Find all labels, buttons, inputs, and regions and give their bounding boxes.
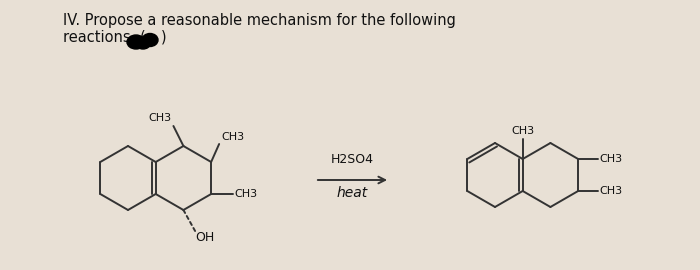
Text: ): ): [161, 30, 167, 45]
Text: H2SO4: H2SO4: [331, 153, 374, 166]
Ellipse shape: [136, 39, 150, 49]
Text: CH3: CH3: [148, 113, 172, 123]
Text: CH3: CH3: [221, 132, 244, 142]
Ellipse shape: [142, 33, 158, 46]
Text: CH3: CH3: [599, 154, 622, 164]
Text: OH: OH: [195, 231, 215, 244]
Text: IV. Propose a reasonable mechanism for the following: IV. Propose a reasonable mechanism for t…: [63, 13, 456, 28]
Text: heat: heat: [337, 186, 368, 200]
Text: reactions. (: reactions. (: [63, 30, 146, 45]
Text: CH3: CH3: [599, 186, 622, 196]
Text: CH3: CH3: [234, 189, 258, 199]
Ellipse shape: [127, 35, 145, 49]
Text: CH3: CH3: [511, 126, 534, 136]
